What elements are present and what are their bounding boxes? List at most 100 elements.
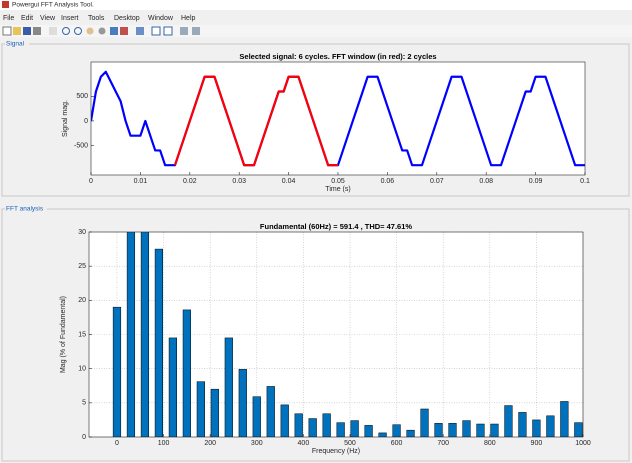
menu-item[interactable]: File bbox=[3, 15, 14, 22]
menu-bar: File Edit View Insert Tools Desktop Wind… bbox=[3, 15, 196, 22]
bar bbox=[406, 429, 415, 437]
bar bbox=[378, 432, 387, 437]
menu-item[interactable]: Tools bbox=[88, 15, 105, 22]
y-axis-label: Mag (% of Fundamental) bbox=[60, 296, 67, 373]
x-tick-label: 0.01 bbox=[134, 178, 148, 185]
bar bbox=[308, 418, 317, 437]
tool-hide[interactable] bbox=[180, 27, 188, 35]
bar bbox=[112, 306, 122, 437]
bar bbox=[280, 404, 289, 437]
x-tick-label: 100 bbox=[158, 440, 170, 447]
axes-box bbox=[90, 61, 586, 176]
marks bbox=[112, 232, 583, 437]
bar bbox=[210, 388, 219, 437]
bar bbox=[532, 419, 541, 437]
panel-label-bg bbox=[5, 205, 47, 213]
bar bbox=[574, 422, 583, 437]
x-tick-label: 600 bbox=[391, 440, 403, 447]
chart-title: Selected signal: 6 cycles. FFT window (i… bbox=[239, 52, 436, 61]
x-tick-label: 400 bbox=[298, 440, 310, 447]
bar bbox=[350, 420, 359, 437]
tool-zoom-out[interactable] bbox=[74, 27, 82, 35]
bar bbox=[238, 369, 247, 437]
y-tick-label: 10 bbox=[78, 366, 86, 373]
tool-save[interactable] bbox=[23, 27, 31, 35]
tool-print[interactable] bbox=[33, 27, 41, 35]
y-tick-label: 15 bbox=[78, 331, 86, 338]
bar bbox=[126, 232, 136, 437]
x-tick-label: 0 bbox=[115, 440, 119, 447]
y-tick-label: -500 bbox=[74, 142, 88, 149]
panel-label: Signal bbox=[6, 41, 25, 48]
x-tick-label: 0.06 bbox=[381, 178, 395, 185]
bar bbox=[476, 423, 485, 437]
bar bbox=[448, 423, 457, 437]
tool-pan[interactable] bbox=[86, 27, 94, 35]
fft-window-line bbox=[173, 75, 338, 167]
toolbar-bg bbox=[0, 25, 632, 37]
panel-label-bg bbox=[5, 40, 29, 48]
bar bbox=[154, 248, 164, 437]
bar bbox=[546, 415, 555, 437]
tool-rotate[interactable] bbox=[98, 27, 106, 35]
tool-show[interactable] bbox=[192, 27, 200, 35]
tool-pointer[interactable] bbox=[49, 27, 57, 35]
tool-open[interactable] bbox=[13, 27, 21, 35]
bar bbox=[336, 422, 345, 437]
menu-item[interactable]: View bbox=[40, 15, 56, 22]
bar bbox=[252, 396, 261, 437]
tool-link[interactable] bbox=[136, 27, 144, 35]
axes-box bbox=[88, 231, 584, 438]
x-tick-label: 500 bbox=[344, 440, 356, 447]
tool-colorbar[interactable] bbox=[151, 26, 161, 36]
y-tick-label: 500 bbox=[76, 93, 88, 100]
bar bbox=[392, 424, 401, 437]
y-tick-label: 5 bbox=[82, 400, 86, 407]
x-tick-label: 900 bbox=[531, 440, 543, 447]
bar bbox=[294, 413, 303, 437]
x-tick-label: 0.07 bbox=[430, 178, 444, 185]
tool-datacursor[interactable] bbox=[110, 27, 118, 35]
toolbar bbox=[0, 25, 632, 37]
bar bbox=[168, 337, 177, 437]
chart-title: Fundamental (60Hz) = 591.4 , THD= 47.61% bbox=[260, 222, 412, 231]
tool-zoom-in[interactable] bbox=[62, 27, 70, 35]
x-axis-label: Time (s) bbox=[325, 186, 350, 193]
y-tick-label: 0 bbox=[82, 434, 86, 441]
tool-new[interactable] bbox=[2, 26, 12, 36]
menu-item[interactable]: Insert bbox=[61, 15, 79, 22]
tool-legend[interactable] bbox=[163, 26, 173, 36]
x-tick-label: 200 bbox=[204, 440, 216, 447]
y-axis-label: Signal mag. bbox=[62, 100, 69, 137]
bar bbox=[420, 408, 429, 437]
marks bbox=[91, 70, 585, 167]
bar bbox=[462, 420, 471, 437]
bar bbox=[322, 413, 331, 437]
x-tick-label: 0.1 bbox=[580, 178, 590, 185]
menu-item[interactable]: Window bbox=[148, 15, 174, 22]
x-tick-label: 700 bbox=[437, 440, 449, 447]
bar bbox=[196, 381, 205, 437]
y-tick-label: 0 bbox=[84, 118, 88, 125]
app-icon bbox=[2, 1, 9, 8]
tool-brush[interactable] bbox=[120, 27, 128, 35]
bar bbox=[364, 425, 373, 437]
y-tick-label: 30 bbox=[78, 229, 86, 236]
signal-panel bbox=[1, 43, 630, 197]
menu-item[interactable]: Edit bbox=[21, 15, 33, 22]
x-tick-label: 0.03 bbox=[232, 178, 246, 185]
window-title: Powergui FFT Analysis Tool. bbox=[12, 2, 94, 9]
menu-item[interactable]: Help bbox=[181, 15, 196, 22]
menu-item[interactable]: Desktop bbox=[114, 15, 140, 22]
x-tick-label: 800 bbox=[484, 440, 496, 447]
title-bar bbox=[0, 0, 632, 10]
bar bbox=[224, 337, 233, 437]
bar bbox=[560, 401, 569, 437]
bar bbox=[266, 386, 275, 437]
x-tick-label: 0 bbox=[89, 178, 93, 185]
y-tick-label: 20 bbox=[78, 297, 86, 304]
panel-label: FFT analysis bbox=[6, 206, 44, 213]
fft-panel bbox=[1, 208, 630, 462]
